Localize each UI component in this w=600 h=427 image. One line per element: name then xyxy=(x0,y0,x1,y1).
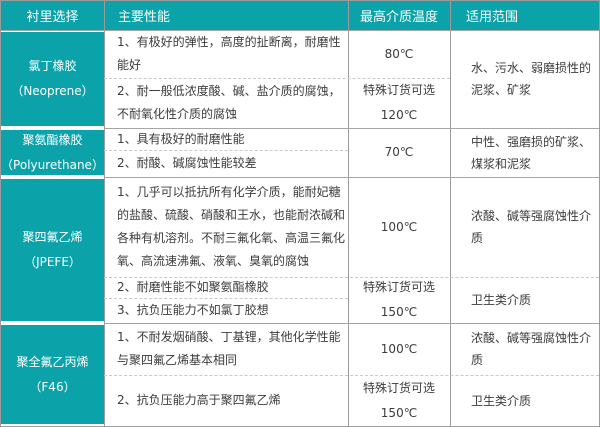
material-name: 聚氨酯橡胶 xyxy=(22,132,83,147)
row-divider xyxy=(104,177,599,178)
header-max-temp: 最高介质温度 xyxy=(359,10,438,25)
dashed-divider xyxy=(104,375,599,376)
row-divider xyxy=(1,30,599,31)
column-divider xyxy=(450,1,451,426)
dashed-divider xyxy=(104,277,599,278)
material-subname: （Polyurethane） xyxy=(1,157,104,172)
performance-cell: 1、几乎可以抵抗所有化学介质，能耐妃糖的盐酸、硫酸、硝酸和王水，也能耐浓碱和各种… xyxy=(117,185,346,268)
table-header-row xyxy=(1,1,599,30)
range-cell: 浓酸、碱等强腐蚀性介质 xyxy=(471,209,592,245)
material-subname: （JPEFE） xyxy=(24,255,81,269)
performance-cell: 1、具有极好的耐磨性能 xyxy=(117,131,245,146)
header-performance: 主要性能 xyxy=(118,10,171,25)
range-cell: 浓酸、碱等强腐蚀性介质 xyxy=(471,331,592,367)
performance-cell: 1、不耐发烟硝酸、丁基锂，其他化学性能与聚四氟乙烯基本相同 xyxy=(117,330,341,367)
header-lining: 衬里选择 xyxy=(26,10,79,25)
performance-cell: 2、耐磨性能不如聚氨酯橡胶 xyxy=(117,280,269,294)
material-name: 聚四氟乙烯 xyxy=(22,230,83,244)
material-name: 氯丁橡胶 xyxy=(28,59,77,73)
performance-cell: 2、耐一般低浓度酸、碱、盐介质的腐蚀，不耐氧化性介质的腐蚀 xyxy=(117,84,341,121)
dashed-divider xyxy=(104,78,450,79)
temperature-cell: 特殊订货可选 120℃ xyxy=(362,83,435,122)
performance-cell: 1、有极好的弹性，高度的扯断离，耐磨性能好 xyxy=(117,35,341,72)
column-divider xyxy=(348,1,349,426)
material-cell-f46: 聚全氟乙丙烯 （F46） xyxy=(1,325,104,424)
performance-cell: 3、抗负压能力不如氯丁胶想 xyxy=(117,303,269,317)
temperature-cell: 100℃ xyxy=(380,341,418,356)
range-cell: 中性、强磨损的矿浆、煤浆和泥浆 xyxy=(471,134,592,171)
row-divider xyxy=(104,128,599,129)
performance-cell: 2、抗负压能力高于聚四氟乙烯 xyxy=(117,393,281,407)
temperature-cell: 100℃ xyxy=(380,219,418,234)
header-range: 适用范围 xyxy=(466,10,519,25)
dashed-divider xyxy=(104,298,348,299)
range-cell: 卫生类介质 xyxy=(471,293,532,307)
range-cell: 卫生类介质 xyxy=(471,393,532,408)
row-divider xyxy=(104,323,599,324)
material-name: 聚全氟乙丙烯 xyxy=(16,354,89,369)
material-cell-polyurethane: 聚氨酯橡胶 （Polyurethane） xyxy=(1,130,104,175)
dashed-divider xyxy=(104,150,348,151)
temperature-cell: 特殊订货可选 150℃ xyxy=(362,380,435,420)
column-divider xyxy=(104,1,105,426)
material-cell-neoprene: 氯丁橡胶 （Neoprene） xyxy=(1,32,104,126)
temperature-cell: 80℃ xyxy=(384,46,414,61)
range-cell: 水、污水、弱磨损性的泥浆、矿浆 xyxy=(471,61,592,97)
material-subname: （Neoprene） xyxy=(11,84,94,98)
material-cell-ptfe: 聚四氟乙烯 （JPEFE） xyxy=(1,179,104,321)
temperature-cell: 70℃ xyxy=(384,145,414,159)
material-subname: （F46） xyxy=(29,379,76,394)
temperature-cell: 特殊订货可选 150℃ xyxy=(362,280,435,319)
performance-cell: 2、耐酸、碱腐蚀性能较差 xyxy=(117,156,257,170)
